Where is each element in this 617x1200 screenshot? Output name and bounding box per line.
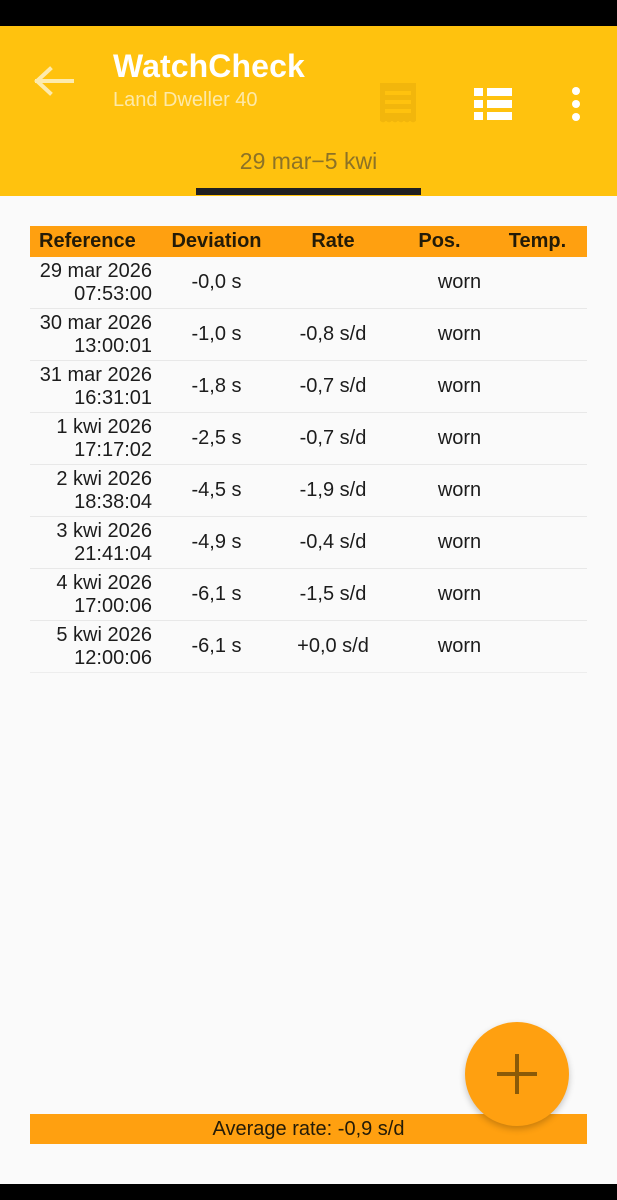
plus-icon xyxy=(497,1054,537,1094)
column-header-reference: Reference xyxy=(39,230,136,252)
cell-date: 5 kwi 2026 xyxy=(56,623,152,646)
cell-deviation: -0,0 s xyxy=(191,271,242,293)
table-row[interactable]: 31 mar 2026 16:31:01 -1,8 s -0,7 s/d wor… xyxy=(30,361,587,413)
cell-rate: -0,7 s/d xyxy=(299,375,367,397)
back-arrow-icon[interactable] xyxy=(26,56,82,106)
cell-reference: 31 mar 2026 16:31:01 xyxy=(30,364,158,410)
cell-time: 17:00:06 xyxy=(74,594,152,617)
cell-rate: +0,0 s/d xyxy=(297,635,369,657)
cell-reference: 5 kwi 2026 12:00:06 xyxy=(30,624,158,670)
cell-deviation: -6,1 s xyxy=(191,583,242,605)
cell-rate: -0,4 s/d xyxy=(299,531,367,553)
table-row[interactable]: 30 mar 2026 13:00:01 -1,0 s -0,8 s/d wor… xyxy=(30,309,587,361)
tab-indicator xyxy=(196,188,421,195)
table-header-row: Reference Deviation Rate Pos. Temp. xyxy=(30,226,587,257)
cell-rate: -1,9 s/d xyxy=(299,479,367,501)
table-row[interactable]: 1 kwi 2026 17:17:02 -2,5 s -0,7 s/d worn xyxy=(30,413,587,465)
list-glyph xyxy=(474,88,512,120)
cell-deviation: -2,5 s xyxy=(191,427,242,449)
tab-date-range[interactable]: 29 mar−5 kwi xyxy=(195,133,422,196)
table-row[interactable]: 3 kwi 2026 21:41:04 -4,9 s -0,4 s/d worn xyxy=(30,517,587,569)
cell-deviation: -4,5 s xyxy=(191,479,242,501)
table-row[interactable]: 2 kwi 2026 18:38:04 -4,5 s -1,9 s/d worn xyxy=(30,465,587,517)
cell-time: 13:00:01 xyxy=(74,334,152,357)
cell-pos: worn xyxy=(437,427,482,449)
app-bar-actions xyxy=(372,78,592,130)
cell-rate: -0,7 s/d xyxy=(299,427,367,449)
tab-strip: 29 mar−5 kwi xyxy=(0,133,617,196)
cell-pos: worn xyxy=(437,323,482,345)
cell-deviation: -6,1 s xyxy=(191,635,242,657)
cell-date: 1 kwi 2026 xyxy=(56,415,152,438)
cell-date: 3 kwi 2026 xyxy=(56,519,152,542)
receipt-glyph xyxy=(380,83,416,125)
table-row[interactable]: 5 kwi 2026 12:00:06 -6,1 s +0,0 s/d worn xyxy=(30,621,587,673)
table-row[interactable]: 29 mar 2026 07:53:00 -0,0 s worn xyxy=(30,257,587,309)
cell-reference: 2 kwi 2026 18:38:04 xyxy=(30,468,158,514)
cell-time: 12:00:06 xyxy=(74,646,152,669)
tab-date-range-label: 29 mar−5 kwi xyxy=(239,147,378,174)
page-subtitle: Land Dweller 40 xyxy=(113,89,258,111)
cell-reference: 29 mar 2026 07:53:00 xyxy=(30,260,158,306)
list-icon[interactable] xyxy=(467,78,519,130)
app-bar: WatchCheck Land Dweller 40 xyxy=(0,26,617,133)
cell-time: 16:31:01 xyxy=(74,386,152,409)
column-header-pos: Pos. xyxy=(418,230,461,252)
cell-time: 21:41:04 xyxy=(74,542,152,565)
cell-reference: 3 kwi 2026 21:41:04 xyxy=(30,520,158,566)
cell-pos: worn xyxy=(437,271,482,293)
cell-deviation: -1,0 s xyxy=(191,323,242,345)
cell-date: 4 kwi 2026 xyxy=(56,571,152,594)
status-bar xyxy=(0,0,617,26)
cell-pos: worn xyxy=(437,375,482,397)
cell-pos: worn xyxy=(437,531,482,553)
cell-rate: -1,5 s/d xyxy=(299,583,367,605)
cell-pos: worn xyxy=(437,479,482,501)
navigation-bar xyxy=(0,1184,617,1200)
title-block: WatchCheck Land Dweller 40 xyxy=(113,46,383,114)
cell-deviation: -1,8 s xyxy=(191,375,242,397)
cell-pos: worn xyxy=(437,635,482,657)
cell-reference: 1 kwi 2026 17:17:02 xyxy=(30,416,158,462)
column-header-deviation: Deviation xyxy=(171,230,262,252)
add-measurement-fab[interactable] xyxy=(465,1022,569,1126)
cell-time: 18:38:04 xyxy=(74,490,152,513)
cell-time: 17:17:02 xyxy=(74,438,152,461)
cell-reference: 30 mar 2026 13:00:01 xyxy=(30,312,158,358)
overflow-menu-icon[interactable] xyxy=(550,78,602,130)
overflow-dots-glyph xyxy=(572,87,580,121)
measurements-table: Reference Deviation Rate Pos. Temp. 29 m… xyxy=(30,226,587,673)
column-header-temp: Temp. xyxy=(508,230,567,252)
cell-rate: -0,8 s/d xyxy=(299,323,367,345)
content-area: Reference Deviation Rate Pos. Temp. 29 m… xyxy=(0,196,617,1184)
column-header-rate: Rate xyxy=(311,230,355,252)
receipt-icon[interactable] xyxy=(372,78,424,130)
cell-pos: worn xyxy=(437,583,482,605)
cell-date: 29 mar 2026 xyxy=(39,259,152,282)
cell-date: 31 mar 2026 xyxy=(39,363,152,386)
page-title: WatchCheck xyxy=(113,48,305,84)
cell-date: 30 mar 2026 xyxy=(39,311,152,334)
cell-date: 2 kwi 2026 xyxy=(56,467,152,490)
cell-deviation: -4,9 s xyxy=(191,531,242,553)
table-row[interactable]: 4 kwi 2026 17:00:06 -6,1 s -1,5 s/d worn xyxy=(30,569,587,621)
cell-reference: 4 kwi 2026 17:00:06 xyxy=(30,572,158,618)
average-rate-label: Average rate: -0,9 s/d xyxy=(212,1117,405,1140)
cell-time: 07:53:00 xyxy=(74,282,152,305)
